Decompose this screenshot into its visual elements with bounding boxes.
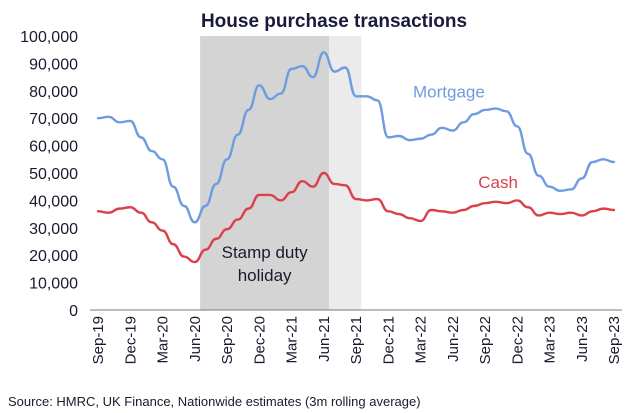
y-tick-label: 70,000 [29, 111, 78, 128]
stamp-duty-label-line1: Stamp duty [222, 243, 308, 262]
x-tick-label: Dec-19 [122, 316, 139, 364]
x-tick-label: Jun-20 [187, 316, 204, 362]
y-tick-label: 90,000 [29, 56, 78, 73]
stamp-duty-band-light [329, 36, 362, 310]
x-tick-label: Mar-21 [284, 316, 301, 364]
cash-series-label: Cash [478, 173, 518, 192]
y-tick-label: 80,000 [29, 84, 78, 101]
x-tick-label: Sep-21 [348, 316, 365, 364]
x-tick-label: Mar-23 [542, 316, 559, 364]
series-line-cash [96, 171, 616, 264]
y-tick-label: 30,000 [29, 221, 78, 238]
y-tick-label: 0 [69, 303, 78, 320]
x-tick-label: Jun-23 [574, 316, 591, 362]
x-tick-label: Sep-20 [219, 316, 236, 364]
x-tick-label: Jun-22 [445, 316, 462, 362]
x-tick-label: Mar-22 [413, 316, 430, 364]
x-tick-label: Jun-21 [316, 316, 333, 362]
chart-title: House purchase transactions [201, 11, 467, 32]
x-tick-label: Mar-20 [155, 316, 172, 364]
x-tick-label: Dec-21 [380, 316, 397, 364]
x-tick-label: Sep-22 [477, 316, 494, 364]
x-axis-ticks: Sep-19 Dec-19 Mar-20 Jun-20 Sep-20 Dec-20 Mar-… [90, 316, 623, 364]
series-line-mortgage [96, 51, 616, 224]
chart-source: Source: HMRC, UK Finance, Nationwide est… [8, 394, 421, 409]
series-lines [96, 51, 616, 264]
y-tick-label: 20,000 [29, 248, 78, 265]
y-tick-label: 50,000 [29, 166, 78, 183]
stamp-duty-label-line2: holiday [238, 266, 292, 285]
mortgage-series-label: Mortgage [413, 83, 485, 102]
x-tick-label: Sep-23 [606, 316, 623, 364]
y-tick-label: 40,000 [29, 193, 78, 210]
y-tick-label: 60,000 [29, 139, 78, 156]
x-tick-label: Dec-22 [509, 316, 526, 364]
y-tick-label: 10,000 [29, 276, 78, 293]
x-tick-label: Dec-20 [251, 316, 268, 364]
x-tick-label: Sep-19 [90, 316, 107, 364]
y-axis-ticks: 0 10,000 20,000 30,000 40,000 50,000 60,000 70,… [20, 29, 78, 320]
y-tick-label: 100,000 [20, 29, 78, 46]
